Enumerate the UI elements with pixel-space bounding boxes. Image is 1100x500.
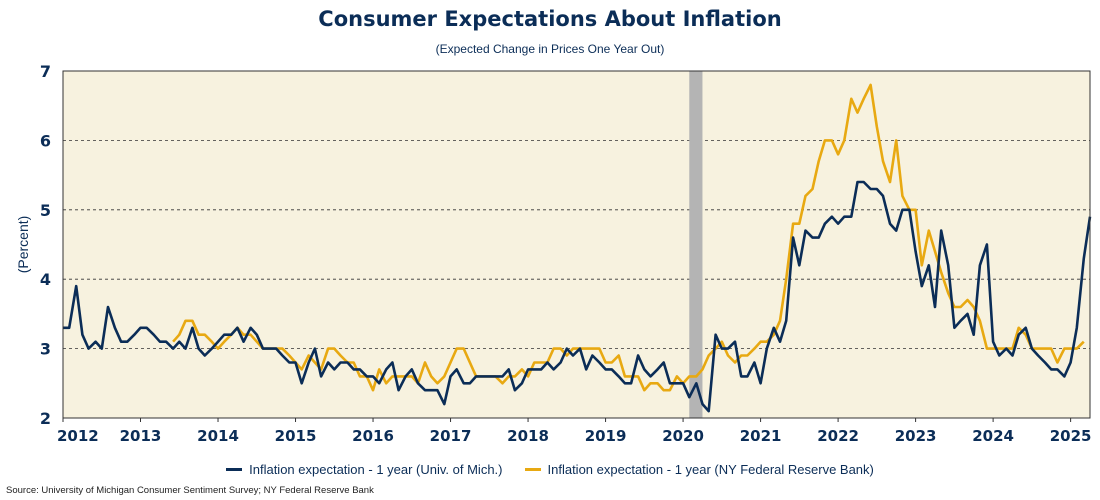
series-line-nyfed: [172, 83, 1085, 392]
x-tick-label: 2017: [430, 427, 472, 445]
series-line-umich: [63, 180, 1092, 413]
chart-title: Consumer Expectations About Inflation: [318, 7, 782, 31]
plot-background: [63, 71, 1090, 418]
x-tick-label: 2019: [585, 427, 627, 445]
source-note: Source: University of Michigan Consumer …: [6, 485, 374, 496]
x-tick-label: 2018: [507, 427, 549, 445]
recession-shading: [689, 71, 703, 418]
x-tick-label: 2025: [1050, 427, 1092, 445]
y-tick-label: 3: [40, 340, 51, 359]
x-tick-label: 2021: [740, 427, 782, 445]
legend-swatch-nyfed: [524, 468, 541, 471]
x-tick-label: 2023: [895, 427, 937, 445]
legend-swatch-umich: [226, 468, 243, 471]
chart-subtitle: (Expected Change in Prices One Year Out): [435, 42, 665, 56]
series-layer: [63, 83, 1092, 413]
x-tick-label: 2022: [817, 427, 859, 445]
x-tick-label: 2014: [197, 427, 239, 445]
legend-item-umich: Inflation expectation - 1 year (Univ. of…: [226, 462, 503, 477]
legend: Inflation expectation - 1 year (Univ. of…: [0, 462, 1100, 477]
x-tick-label: 2013: [120, 427, 162, 445]
y-tick-label: 5: [40, 201, 51, 220]
y-tick-label: 2: [40, 409, 51, 428]
x-tick-label: 2012: [57, 427, 99, 445]
y-tick-label: 4: [40, 270, 51, 289]
x-tick-label: 2016: [352, 427, 394, 445]
x-tick-label: 2020: [662, 427, 704, 445]
legend-label-nyfed: Inflation expectation - 1 year (NY Feder…: [547, 462, 874, 477]
legend-label-umich: Inflation expectation - 1 year (Univ. of…: [249, 462, 503, 477]
y-tick-label: 7: [40, 62, 51, 81]
x-axis: 2012 2013 2014 2015 2016 2017 2018 2019 2020 2021…: [57, 418, 1091, 445]
y-tick-label: 6: [40, 131, 51, 150]
legend-item-nyfed: Inflation expectation - 1 year (NY Feder…: [524, 462, 874, 477]
x-tick-label: 2015: [275, 427, 317, 445]
x-tick-label: 2024: [972, 427, 1014, 445]
y-axis: 2 3 4 5 6 7: [40, 62, 51, 428]
plot-frame: [62, 70, 1091, 419]
y-axis-label: (Percent): [15, 216, 31, 274]
